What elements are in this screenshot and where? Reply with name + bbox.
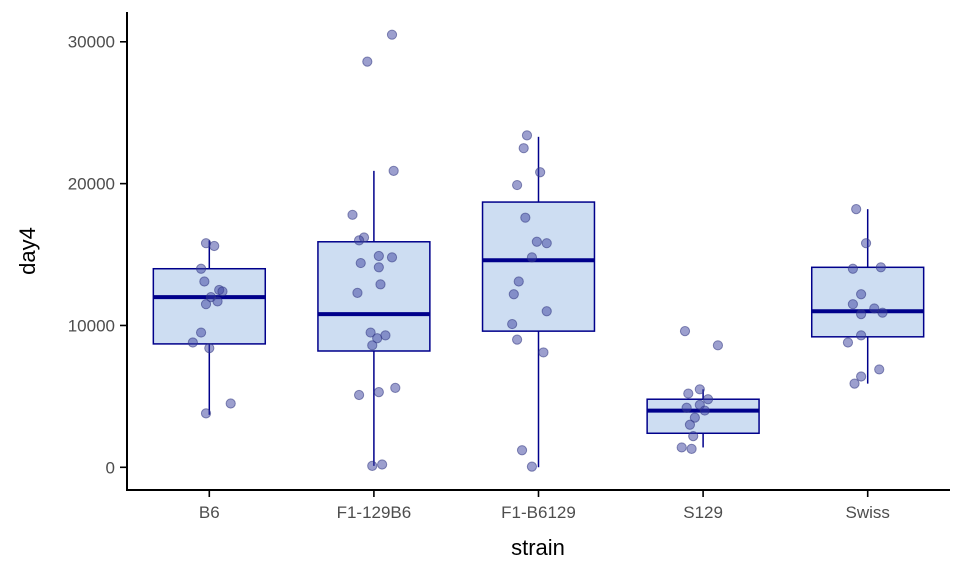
data-point-B6: [209, 240, 220, 252]
x-tick-label-Swiss: Swiss: [845, 503, 889, 522]
data-point-F1-129B6: [375, 279, 386, 290]
box-F1-129B6: [317, 241, 431, 352]
data-point-F1-B6129: [516, 445, 528, 456]
data-point-F1-B6129: [531, 236, 542, 247]
data-point-F1-B6129: [541, 306, 552, 317]
data-point-Swiss: [842, 337, 854, 348]
data-point-F1-129B6: [373, 250, 384, 262]
data-point-F1-B6129: [526, 461, 538, 472]
data-point-F1-B6129: [507, 318, 518, 330]
data-point-Swiss: [856, 289, 867, 300]
data-point-S129: [702, 394, 714, 405]
x-tick-label-F1-129B6: F1-129B6: [337, 503, 412, 522]
data-point-F1-129B6: [377, 459, 388, 470]
data-point-F1-129B6: [388, 165, 399, 176]
data-point-F1-129B6: [373, 387, 384, 398]
data-point-F1-B6129: [508, 289, 519, 300]
data-point-Swiss: [851, 204, 862, 215]
y-tick-label: 10000: [68, 316, 115, 335]
data-point-S129: [681, 402, 692, 413]
data-point-F1-129B6: [353, 389, 365, 401]
x-tick-label-F1-B6129: F1-B6129: [501, 503, 576, 522]
data-point-F1-129B6: [355, 257, 366, 269]
data-point-F1-129B6: [386, 252, 398, 263]
y-tick-label: 0: [106, 458, 115, 477]
data-point-S129: [689, 412, 700, 423]
data-point-B6: [187, 337, 198, 348]
data-point-B6: [204, 343, 215, 354]
data-point-F1-B6129: [513, 276, 524, 287]
data-point-B6: [195, 263, 207, 274]
data-point-S129: [679, 326, 691, 337]
y-tick-label: 20000: [68, 175, 115, 194]
data-point-F1-B6129: [521, 130, 533, 141]
data-point-Swiss: [856, 330, 867, 341]
data-point-Swiss: [875, 262, 886, 273]
data-point-S129: [694, 384, 705, 395]
data-point-S129: [699, 405, 710, 416]
data-point-F1-129B6: [372, 333, 383, 344]
data-point-F1-129B6: [347, 209, 358, 220]
data-point-F1-B6129: [526, 252, 538, 263]
x-tick-label-S129: S129: [683, 503, 723, 522]
data-point-Swiss: [874, 364, 885, 375]
data-point-B6: [195, 327, 207, 338]
data-point-F1-129B6: [365, 327, 376, 338]
data-point-Swiss: [856, 371, 867, 382]
y-axis-title: day4: [15, 227, 40, 275]
data-point-B6: [200, 299, 212, 310]
box-F1-B6129: [481, 201, 596, 332]
data-point-F1-B6129: [541, 238, 552, 249]
x-tick-label-B6: B6: [199, 503, 220, 522]
data-point-Swiss: [849, 378, 860, 389]
data-point-B6: [199, 276, 210, 287]
data-point-B6: [200, 408, 212, 419]
data-point-Swiss: [847, 299, 858, 310]
data-point-S129: [712, 340, 724, 351]
data-point-F1-129B6: [367, 460, 378, 471]
data-point-Swiss: [856, 309, 867, 320]
data-point-S129: [676, 442, 687, 453]
data-point-S129: [684, 419, 696, 430]
data-point-F1-129B6: [352, 287, 363, 298]
data-point-F1-129B6: [353, 235, 365, 246]
data-point-F1-129B6: [367, 340, 378, 351]
data-point-F1-B6129: [512, 179, 523, 191]
data-point-F1-129B6: [390, 382, 401, 393]
data-point-S129: [683, 388, 694, 399]
data-point-F1-129B6: [386, 29, 398, 40]
data-point-B6: [225, 398, 236, 409]
data-point-F1-B6129: [520, 212, 531, 223]
data-point-B6: [212, 296, 223, 307]
data-point-S129: [688, 431, 699, 442]
data-point-F1-B6129: [535, 167, 546, 178]
data-point-F1-129B6: [362, 56, 373, 67]
data-point-F1-B6129: [518, 143, 529, 154]
x-axis-title: strain: [511, 535, 565, 560]
box-Swiss: [810, 266, 925, 338]
data-point-F1-B6129: [538, 347, 549, 358]
data-point-F1-129B6: [373, 262, 384, 273]
data-point-Swiss: [860, 238, 872, 249]
data-point-F1-B6129: [512, 334, 523, 345]
data-point-Swiss: [877, 307, 888, 318]
data-point-Swiss: [869, 303, 880, 314]
data-point-S129: [686, 443, 697, 454]
data-point-Swiss: [847, 263, 858, 274]
y-tick-label: 30000: [68, 33, 115, 52]
box-S129: [646, 398, 760, 435]
data-point-B6: [217, 286, 228, 297]
